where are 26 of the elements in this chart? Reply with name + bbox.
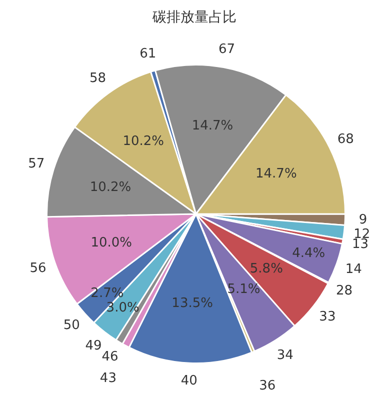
slice-label: 28 (336, 284, 352, 299)
slice-label: 67 (218, 42, 236, 58)
data-label: 10.2% (90, 180, 132, 195)
slice-label: 33 (319, 310, 336, 325)
chart-title: 碳排放量占比 (152, 10, 236, 26)
slice-label: 36 (259, 378, 276, 394)
data-label: 10.0% (90, 236, 132, 251)
slice-label: 40 (180, 373, 198, 388)
slice-label: 46 (102, 350, 118, 365)
slice-label: 49 (85, 338, 102, 354)
slice-label: 57 (28, 156, 45, 172)
data-label: 5.8% (250, 262, 283, 277)
slice-label: 9 (358, 212, 368, 228)
slice-label: 68 (337, 132, 354, 147)
data-label: 13.5% (172, 296, 213, 311)
slice-label: 61 (140, 46, 156, 62)
slice-label: 34 (276, 348, 294, 363)
data-label: 4.4% (292, 246, 326, 262)
slice-label: 56 (30, 261, 46, 276)
slice-label: 43 (100, 370, 116, 386)
data-label: 14.7% (192, 118, 234, 134)
data-label: 10.2% (122, 134, 164, 149)
slice-label: 58 (89, 71, 106, 86)
slice-label: 14 (345, 262, 362, 278)
data-label: 14.7% (256, 166, 297, 182)
slice-label: 50 (63, 318, 80, 334)
